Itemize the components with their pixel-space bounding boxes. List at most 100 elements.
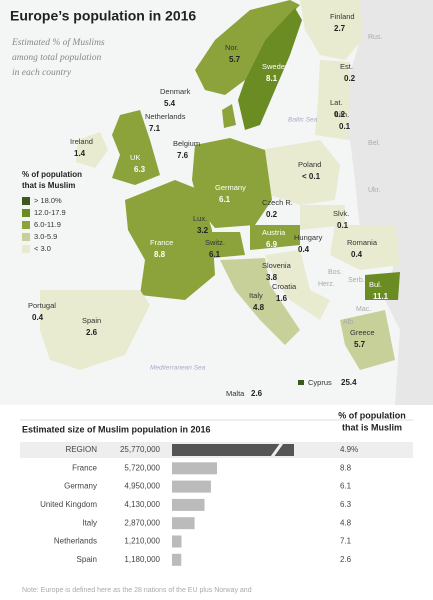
- country-name: Poland: [298, 160, 321, 169]
- bar: [172, 480, 211, 493]
- legend-label: < 3.0: [34, 244, 51, 253]
- country-value: 0.4: [298, 245, 310, 254]
- country-value: 5.7: [354, 340, 366, 349]
- row-name: Netherlands: [54, 537, 97, 546]
- country-name: Hungary: [294, 233, 323, 242]
- row-population: 2,870,000: [124, 518, 160, 527]
- legend-swatch: [22, 233, 30, 241]
- country-name: Romania: [347, 238, 378, 247]
- country-value: 8.1: [266, 74, 278, 83]
- country-name: Ireland: [70, 137, 93, 146]
- country-value: 0.2: [344, 74, 356, 83]
- row-name: REGION: [65, 445, 97, 454]
- legend-swatch: [22, 221, 30, 229]
- row-name: Italy: [82, 518, 97, 527]
- country-name: Lat.: [330, 98, 343, 107]
- country-value: 5.7: [229, 55, 241, 64]
- country-value: 6.3: [134, 165, 146, 174]
- row-percent: 7.1: [340, 537, 352, 546]
- country-value: 6.9: [266, 240, 278, 249]
- bar: [172, 462, 217, 475]
- country-name: Italy: [249, 291, 263, 300]
- country-name: Denmark: [160, 87, 191, 96]
- country-name: Switz.: [205, 238, 225, 247]
- region-label: Ukr.: [368, 187, 381, 194]
- country-name: Bul.: [369, 280, 382, 289]
- country-value: 3.8: [266, 273, 278, 282]
- country-name: Germany: [215, 183, 246, 192]
- country-name: Netherlands: [145, 112, 186, 121]
- country-value: 6.1: [209, 250, 221, 259]
- row-percent: 2.6: [340, 555, 352, 564]
- country-value: 4.8: [253, 303, 265, 312]
- note: Note: Europe is defined here as the 28 n…: [22, 587, 252, 594]
- land: [40, 0, 433, 405]
- country-value: 11.1: [373, 292, 389, 301]
- country-name: Finland: [330, 12, 355, 21]
- country-name: Cyprus: [308, 378, 332, 387]
- row-population: 4,130,000: [124, 500, 160, 509]
- title: Europe’s population in 2016: [10, 8, 196, 24]
- country-value: 0.4: [32, 313, 44, 322]
- bar: [172, 535, 182, 548]
- row-name: United Kingdom: [40, 500, 97, 509]
- country-value: 0.1: [339, 122, 351, 131]
- legend-title: that is Muslim: [22, 181, 75, 190]
- region-label: Rus.: [368, 34, 382, 41]
- row-name: France: [72, 463, 97, 472]
- legend-label: > 18.0%: [34, 196, 62, 205]
- country-value: 0.2: [266, 210, 278, 219]
- subtitle: in each country: [12, 68, 72, 78]
- country-name: Malta: [226, 389, 245, 398]
- legend-swatch: [22, 197, 30, 205]
- country-value: 7.6: [177, 151, 189, 160]
- country-name: Lux.: [193, 214, 207, 223]
- country-name: Est.: [340, 62, 353, 71]
- country-value: < 0.1: [302, 172, 321, 181]
- country-name: Sweden: [262, 62, 289, 71]
- region-label: Serb.: [348, 277, 365, 284]
- sea-label: Mediterranean Sea: [150, 365, 206, 372]
- country-name: Portugal: [28, 301, 56, 310]
- row-name: Germany: [64, 482, 97, 491]
- bar: [172, 498, 205, 511]
- country-name: Greece: [350, 328, 375, 337]
- country-value: 8.8: [154, 250, 166, 259]
- country-name: Belgium: [173, 139, 200, 148]
- row-population: 5,720,000: [124, 463, 160, 472]
- country-name: Nor.: [225, 43, 239, 52]
- sea-label: Baltic Sea: [288, 117, 318, 124]
- country-value: 6.1: [219, 195, 231, 204]
- legend-label: 12.0-17.9: [34, 208, 66, 217]
- bar: [172, 444, 294, 456]
- country-value: 0.1: [337, 221, 349, 230]
- row-population: 1,210,000: [124, 537, 160, 546]
- row-population: 4,950,000: [124, 482, 160, 491]
- country-name: Czech R.: [262, 198, 293, 207]
- row-name: Spain: [77, 555, 97, 564]
- table-title: Estimated size of Muslim population in 2…: [22, 424, 211, 434]
- bar-break: [270, 442, 284, 458]
- country-value: 0.2: [334, 110, 346, 119]
- country-name: Slvk.: [333, 209, 349, 218]
- legend-title: % of population: [22, 170, 82, 179]
- country-value: 7.1: [149, 124, 161, 133]
- percent-header: % of population: [338, 410, 406, 420]
- percent-header: that is Muslim: [342, 422, 402, 432]
- legend-swatch: [22, 209, 30, 217]
- row-percent: 4.9%: [340, 445, 358, 454]
- country-value: 3.2: [197, 226, 209, 235]
- bar: [172, 553, 182, 566]
- country-name: UK: [130, 153, 140, 162]
- country-value: 2.6: [251, 389, 263, 398]
- row-percent: 4.8: [340, 518, 352, 527]
- subtitle: Estimated % of Muslims: [11, 37, 105, 48]
- country-name: Slovenia: [262, 261, 292, 270]
- country-value: 2.7: [334, 24, 346, 33]
- country-value: 25.4: [341, 378, 357, 387]
- country-value: 1.6: [276, 294, 288, 303]
- region-label: Mac.: [356, 306, 371, 313]
- region-label: Alb.: [343, 319, 355, 326]
- country-value: 0.4: [351, 250, 363, 259]
